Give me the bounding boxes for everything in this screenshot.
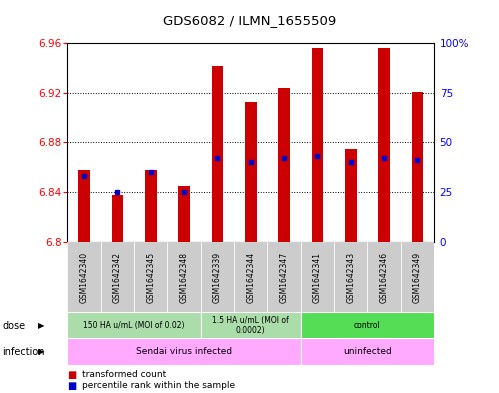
Text: infection: infection xyxy=(2,347,45,356)
Bar xyxy=(345,149,357,242)
Text: ■: ■ xyxy=(67,369,77,380)
Bar xyxy=(201,242,234,312)
Bar xyxy=(145,170,157,242)
Text: GSM1642341: GSM1642341 xyxy=(313,252,322,303)
Text: 150 HA u/mL (MOI of 0.02): 150 HA u/mL (MOI of 0.02) xyxy=(83,321,185,330)
Text: GSM1642343: GSM1642343 xyxy=(346,252,355,303)
Text: GSM1642344: GSM1642344 xyxy=(246,252,255,303)
Text: GDS6082 / ILMN_1655509: GDS6082 / ILMN_1655509 xyxy=(163,14,336,27)
Text: uninfected: uninfected xyxy=(343,347,392,356)
Text: dose: dose xyxy=(2,321,25,331)
Bar xyxy=(278,88,290,242)
Bar xyxy=(212,66,223,242)
Bar xyxy=(78,170,90,242)
Text: GSM1642342: GSM1642342 xyxy=(113,252,122,303)
Text: GSM1642340: GSM1642340 xyxy=(79,252,88,303)
Text: 1.5 HA u/mL (MOI of
0.0002): 1.5 HA u/mL (MOI of 0.0002) xyxy=(213,316,289,335)
Text: ■: ■ xyxy=(67,381,77,391)
Bar xyxy=(201,312,301,339)
Bar xyxy=(112,195,123,242)
Text: ▶: ▶ xyxy=(38,321,45,330)
Bar xyxy=(301,242,334,312)
Text: transformed count: transformed count xyxy=(82,370,167,379)
Bar xyxy=(245,101,256,242)
Bar xyxy=(311,48,323,242)
Bar xyxy=(301,338,434,365)
Bar xyxy=(101,242,134,312)
Bar xyxy=(301,312,434,339)
Bar xyxy=(401,242,434,312)
Text: percentile rank within the sample: percentile rank within the sample xyxy=(82,382,236,390)
Bar xyxy=(234,242,267,312)
Bar xyxy=(67,338,301,365)
Text: GSM1642345: GSM1642345 xyxy=(146,252,155,303)
Bar xyxy=(67,242,101,312)
Bar xyxy=(134,242,167,312)
Text: GSM1642346: GSM1642346 xyxy=(380,252,389,303)
Text: GSM1642339: GSM1642339 xyxy=(213,252,222,303)
Bar xyxy=(378,48,390,242)
Bar xyxy=(367,242,401,312)
Text: control: control xyxy=(354,321,381,330)
Text: ▶: ▶ xyxy=(38,347,45,356)
Text: Sendai virus infected: Sendai virus infected xyxy=(136,347,232,356)
Bar xyxy=(267,242,301,312)
Bar xyxy=(412,92,423,242)
Text: GSM1642348: GSM1642348 xyxy=(180,252,189,303)
Bar xyxy=(334,242,367,312)
Text: GSM1642349: GSM1642349 xyxy=(413,252,422,303)
Text: GSM1642347: GSM1642347 xyxy=(279,252,288,303)
Bar xyxy=(67,312,201,339)
Bar xyxy=(167,242,201,312)
Bar xyxy=(178,186,190,242)
